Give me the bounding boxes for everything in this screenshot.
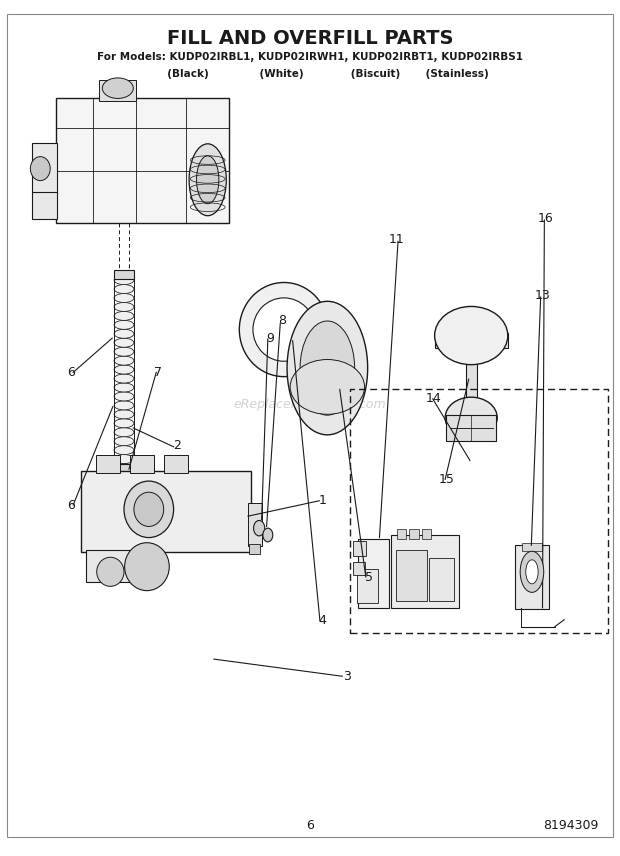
Text: 6: 6 <box>68 498 75 512</box>
Text: 13: 13 <box>534 288 551 302</box>
Text: FILL AND OVERFILL PARTS: FILL AND OVERFILL PARTS <box>167 29 453 48</box>
Ellipse shape <box>114 419 134 428</box>
Ellipse shape <box>125 543 169 591</box>
Ellipse shape <box>114 284 134 294</box>
Ellipse shape <box>114 356 134 366</box>
Bar <box>130 455 154 473</box>
Ellipse shape <box>300 321 355 415</box>
Bar <box>114 270 134 279</box>
Ellipse shape <box>30 157 50 181</box>
Ellipse shape <box>114 294 134 302</box>
Ellipse shape <box>435 306 508 365</box>
Bar <box>409 529 419 539</box>
Ellipse shape <box>124 481 174 538</box>
Ellipse shape <box>114 302 134 312</box>
Ellipse shape <box>253 298 315 361</box>
Bar <box>435 333 508 348</box>
Bar <box>522 543 542 551</box>
Bar <box>249 544 260 554</box>
Text: 3: 3 <box>343 669 351 683</box>
Bar <box>422 529 431 539</box>
Text: 6: 6 <box>306 818 314 832</box>
Ellipse shape <box>526 560 538 584</box>
Ellipse shape <box>114 446 134 455</box>
Bar <box>446 415 496 441</box>
Text: 11: 11 <box>389 233 405 247</box>
Bar <box>396 550 427 601</box>
Bar <box>32 192 57 219</box>
Text: eReplacementParts.com: eReplacementParts.com <box>234 398 386 412</box>
Bar <box>114 464 134 473</box>
Bar <box>86 550 163 582</box>
Text: 7: 7 <box>154 366 162 379</box>
Ellipse shape <box>114 464 134 473</box>
Bar <box>356 569 378 603</box>
Ellipse shape <box>114 374 134 383</box>
Text: 2: 2 <box>173 438 180 452</box>
Text: 9: 9 <box>266 331 273 345</box>
Ellipse shape <box>114 338 134 348</box>
Bar <box>429 558 454 601</box>
Ellipse shape <box>114 410 134 419</box>
Bar <box>353 562 365 575</box>
Ellipse shape <box>189 144 226 216</box>
Text: 16: 16 <box>538 211 554 225</box>
Ellipse shape <box>114 428 134 437</box>
Bar <box>353 541 366 556</box>
Text: 14: 14 <box>426 391 442 405</box>
Text: 1: 1 <box>319 494 326 508</box>
Ellipse shape <box>114 312 134 320</box>
Text: 8194309: 8194309 <box>542 818 598 832</box>
Text: (Black)              (White)             (Biscuit)       (Stainless): (Black) (White) (Biscuit) (Stainless) <box>131 68 489 79</box>
Bar <box>397 529 406 539</box>
Bar <box>466 348 477 411</box>
Ellipse shape <box>134 492 164 526</box>
Ellipse shape <box>287 301 368 435</box>
Ellipse shape <box>114 383 134 392</box>
Ellipse shape <box>445 397 497 438</box>
Bar <box>164 455 188 473</box>
Bar <box>358 539 389 608</box>
Bar <box>56 98 229 223</box>
Ellipse shape <box>114 348 134 356</box>
Bar <box>248 503 262 546</box>
Text: 5: 5 <box>365 571 373 585</box>
Ellipse shape <box>97 557 124 586</box>
Bar <box>81 471 251 552</box>
Text: 8: 8 <box>278 314 286 328</box>
Ellipse shape <box>197 156 219 204</box>
Text: 6: 6 <box>68 366 75 379</box>
Text: 4: 4 <box>319 614 326 627</box>
Ellipse shape <box>114 366 134 374</box>
Text: For Models: KUDP02IRBL1, KUDP02IRWH1, KUDP02IRBT1, KUDP02IRBS1: For Models: KUDP02IRBL1, KUDP02IRWH1, KU… <box>97 52 523 62</box>
Bar <box>99 80 136 101</box>
Bar <box>96 455 120 473</box>
Ellipse shape <box>114 392 134 401</box>
Bar <box>391 535 459 608</box>
Ellipse shape <box>254 520 265 536</box>
Ellipse shape <box>114 455 134 464</box>
Ellipse shape <box>114 437 134 446</box>
Bar <box>32 143 57 193</box>
Ellipse shape <box>520 551 544 592</box>
Ellipse shape <box>114 320 134 330</box>
Ellipse shape <box>114 276 134 284</box>
Ellipse shape <box>114 330 134 338</box>
Ellipse shape <box>102 78 133 98</box>
Ellipse shape <box>290 360 365 414</box>
Bar <box>515 545 549 609</box>
Text: 15: 15 <box>438 473 454 486</box>
Ellipse shape <box>263 528 273 542</box>
Ellipse shape <box>114 401 134 410</box>
Ellipse shape <box>239 282 329 377</box>
